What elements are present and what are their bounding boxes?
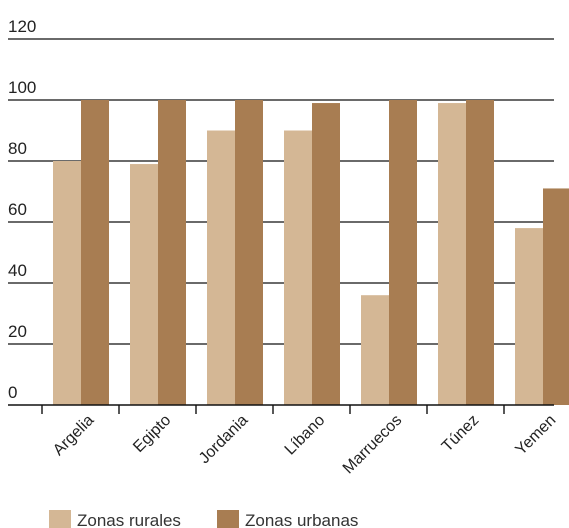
bar-Líbano-Zonas urbanas: [312, 103, 340, 406]
bar-Marruecos-Zonas urbanas: [389, 100, 417, 405]
bar-Egipto-Zonas rurales: [130, 164, 158, 405]
legend-label: Zonas rurales: [77, 511, 181, 528]
bar-Líbano-Zonas rurales: [284, 130, 312, 405]
legend-label: Zonas urbanas: [245, 511, 358, 528]
y-tick-label: 0: [8, 383, 17, 402]
y-tick-label: 80: [8, 139, 27, 158]
bars: [53, 100, 569, 406]
y-tick-label: 60: [8, 200, 27, 219]
category-label: Jordania: [196, 412, 251, 467]
bar-Argelia-Zonas urbanas: [81, 100, 109, 405]
legend-swatch: [217, 510, 239, 528]
bar-Túnez-Zonas rurales: [438, 103, 466, 406]
category-label: Egipto: [130, 412, 174, 456]
legend: Zonas rurales Zonas urbanas: [49, 510, 358, 528]
bar-Marruecos-Zonas rurales: [361, 295, 389, 405]
y-tick-label: 40: [8, 261, 27, 280]
x-axis: [8, 404, 554, 414]
y-tick-labels: 0 20 40 60 80 100 120: [8, 17, 36, 402]
category-labels: Argelia Egipto Jordania Líbano Marruecos Túne…: [50, 412, 559, 478]
category-label: Líbano: [282, 412, 329, 459]
category-label: Argelia: [50, 412, 97, 459]
bar-Jordania-Zonas urbanas: [235, 100, 263, 405]
y-tick-label: 100: [8, 78, 36, 97]
category-label: Túnez: [439, 412, 482, 455]
y-tick-label: 120: [8, 17, 36, 36]
bar-Yemen-Zonas urbanas: [543, 188, 569, 405]
category-label: Yemen: [512, 412, 559, 459]
bar-Túnez-Zonas urbanas: [466, 100, 494, 405]
y-tick-label: 20: [8, 322, 27, 341]
bar-Argelia-Zonas rurales: [53, 161, 81, 405]
bar-Egipto-Zonas urbanas: [158, 100, 186, 405]
bar-Jordania-Zonas rurales: [207, 130, 235, 405]
bar-Yemen-Zonas rurales: [515, 228, 543, 405]
legend-swatch: [49, 510, 71, 528]
category-label: Marruecos: [340, 412, 405, 477]
